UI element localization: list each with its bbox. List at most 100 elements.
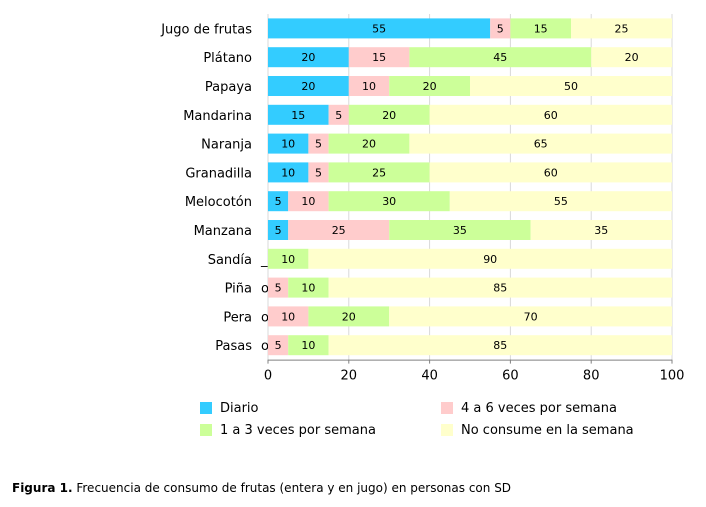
x-tick-label: 100	[660, 369, 685, 384]
bar-segment	[268, 162, 309, 183]
x-tick-label: 60	[502, 369, 519, 384]
category-label: Papaya	[205, 80, 252, 95]
category-label: Jugo de frutas	[160, 22, 252, 37]
bar-segment	[308, 162, 329, 183]
category-label: Pera	[223, 310, 252, 325]
segment-value-label: 20	[423, 80, 437, 93]
bar-segment	[348, 47, 410, 68]
bar-segment	[268, 18, 491, 39]
zero-marker: o	[261, 282, 269, 297]
bar-segment	[409, 133, 672, 154]
chart-legend: Diario 4 a 6 veces por semana 1 a 3 vece…	[200, 398, 680, 444]
category-label: Piña	[225, 282, 252, 297]
segment-value-label: 10	[281, 310, 295, 323]
bar-segment	[268, 47, 349, 68]
x-tick-label: 80	[583, 369, 600, 384]
segment-value-label: 60	[544, 109, 558, 122]
zero-marker: o	[261, 339, 269, 354]
bar-segment	[328, 133, 410, 154]
bar-segment	[449, 191, 672, 212]
zero-marker: o	[261, 310, 269, 325]
legend-label-no-consume: No consume en la semana	[461, 422, 634, 438]
bar-segment	[328, 335, 672, 356]
bar-segment	[268, 220, 289, 240]
bar-segment	[348, 104, 430, 125]
legend-label-4a6: 4 a 6 veces por semana	[461, 400, 617, 416]
legend-label-1a3: 1 a 3 veces por semana	[220, 422, 376, 438]
bar-segment	[571, 18, 672, 39]
legend-label-diario: Diario	[220, 400, 259, 416]
bar-segment	[490, 18, 511, 39]
segment-value-label: 5	[315, 138, 322, 151]
bar-segment	[348, 76, 390, 96]
bar-segment	[429, 104, 672, 125]
segment-value-label: 15	[291, 109, 305, 122]
category-label: Plátano	[203, 51, 252, 66]
bar-segment	[328, 104, 349, 125]
segment-value-label: 85	[493, 282, 507, 295]
category-label: Sandía	[208, 253, 252, 268]
segment-value-label: 60	[544, 166, 558, 179]
x-tick-label: 20	[341, 369, 358, 384]
legend-item-1a3: 1 a 3 veces por semana	[200, 420, 376, 440]
segment-value-label: 30	[382, 195, 396, 208]
bar-segment	[268, 277, 289, 298]
bar-segment	[328, 277, 672, 298]
segment-value-label: 25	[372, 166, 386, 179]
legend-swatch-4a6	[441, 402, 453, 414]
bar-segment	[308, 133, 329, 154]
legend-swatch-no-consume	[441, 424, 453, 436]
bar-segment	[268, 191, 289, 212]
bar-segment	[288, 191, 329, 212]
segment-value-label: 35	[453, 224, 467, 237]
legend-swatch-diario	[200, 402, 212, 414]
segment-value-label: 55	[554, 195, 568, 208]
bar-segment	[409, 47, 592, 68]
segment-value-label: 25	[332, 224, 346, 237]
segment-value-label: 5	[275, 195, 282, 208]
x-tick-label: 0	[264, 369, 272, 384]
x-tick-label: 40	[421, 369, 438, 384]
caption-label: Figura 1.	[12, 481, 73, 495]
segment-value-label: 5	[315, 166, 322, 179]
segment-value-label: 20	[362, 138, 376, 151]
segment-value-label: 15	[372, 51, 386, 64]
segment-value-label: 10	[301, 339, 315, 352]
segment-value-label: 70	[524, 310, 538, 323]
bar-segment	[268, 248, 309, 269]
bar-segment	[470, 76, 672, 96]
bar-segment	[268, 306, 309, 327]
segment-value-label: 55	[372, 22, 386, 35]
bar-segment	[268, 133, 309, 154]
bar-segment	[389, 306, 672, 327]
legend-item-4a6: 4 a 6 veces por semana	[441, 398, 617, 418]
category-label: Melocotón	[185, 195, 252, 210]
segment-value-label: 5	[275, 282, 282, 295]
bar-segment	[591, 47, 672, 68]
bar-segment	[389, 76, 470, 96]
bar-segment	[268, 335, 289, 356]
caption-text: Frecuencia de consumo de frutas (entera …	[72, 481, 512, 495]
segment-value-label: 35	[594, 224, 608, 237]
category-label: Pasas	[215, 339, 252, 354]
bar-segment	[389, 220, 531, 240]
bar-segment	[308, 248, 672, 269]
segment-value-label: 20	[382, 109, 396, 122]
segment-value-label: 10	[281, 253, 295, 266]
bar-segment	[328, 162, 430, 183]
legend-item-no-consume: No consume en la semana	[441, 420, 634, 440]
bar-segment	[288, 335, 329, 356]
segment-value-label: 20	[301, 51, 315, 64]
bar-segment	[288, 220, 390, 240]
segment-value-label: 5	[275, 339, 282, 352]
segment-value-label: 90	[483, 253, 497, 266]
figure-caption: Figura 1. Frecuencia de consumo de fruta…	[12, 481, 511, 495]
bar-segment	[429, 162, 672, 183]
segment-value-label: 20	[625, 51, 639, 64]
segment-value-label: 10	[281, 166, 295, 179]
segment-value-label: 10	[362, 80, 376, 93]
category-label: Manzana	[194, 224, 252, 239]
bar-segment	[510, 18, 571, 39]
segment-value-label: 20	[342, 310, 356, 323]
